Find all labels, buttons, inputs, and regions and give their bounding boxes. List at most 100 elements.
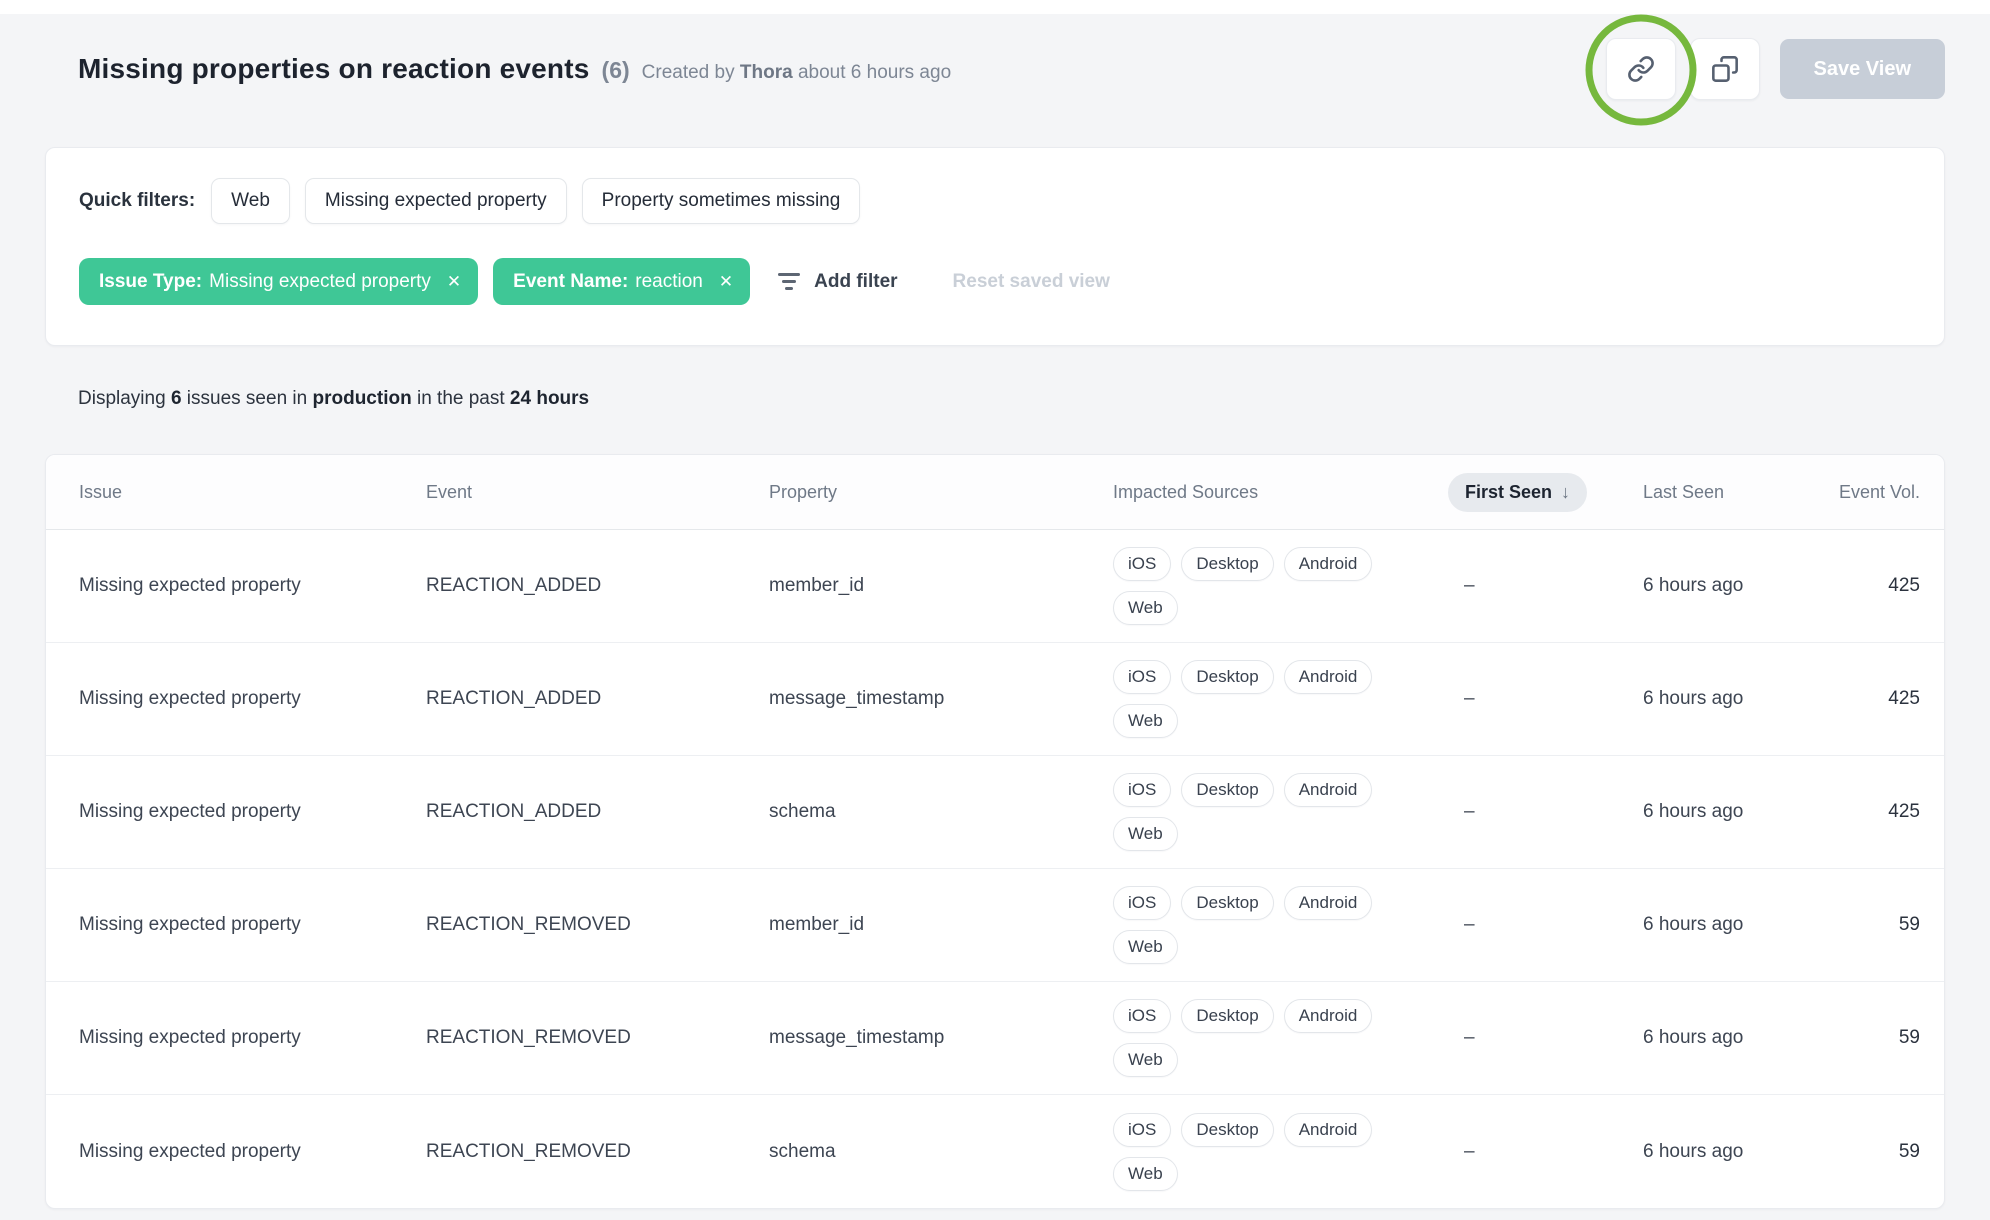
table-body: Missing expected property REACTION_ADDED…: [46, 530, 1944, 1208]
summary-mid2: in the past: [416, 388, 505, 409]
title-group: Missing properties on reaction events (6…: [45, 53, 951, 85]
issues-page: Missing properties on reaction events (6…: [0, 14, 1990, 1209]
source-badge: Android: [1283, 660, 1373, 694]
reset-saved-view-button[interactable]: Reset saved view: [952, 270, 1110, 292]
source-badge: Desktop: [1181, 999, 1274, 1033]
sort-desc-icon: ↓: [1561, 481, 1571, 502]
header-actions: Save View: [1585, 14, 1945, 126]
cell-first-seen: –: [1464, 1027, 1475, 1048]
quick-filters-label: Quick filters:: [79, 190, 196, 211]
source-badge: Web: [1113, 817, 1178, 851]
cell-impacted-sources: iOS Desktop Android Web: [1113, 773, 1398, 851]
close-icon[interactable]: ✕: [446, 272, 462, 291]
add-filter-button[interactable]: Add filter: [777, 270, 898, 293]
cell-property: member_id: [769, 914, 865, 935]
table-row[interactable]: Missing expected property REACTION_ADDED…: [46, 756, 1944, 869]
cell-last-seen: 6 hours ago: [1643, 801, 1744, 822]
column-header-last-seen: Last Seen: [1643, 481, 1725, 502]
summary-range: 24 hours: [509, 388, 590, 409]
duplicate-view-button[interactable]: [1689, 38, 1760, 100]
issue-count: (6): [601, 57, 630, 83]
cell-event-vol: 59: [1898, 914, 1920, 935]
column-header-first-seen: First Seen ↓: [1448, 472, 1643, 512]
source-badge: iOS: [1113, 999, 1172, 1033]
author-name: Thora: [739, 62, 793, 83]
source-badge: Desktop: [1181, 547, 1274, 581]
cell-property: schema: [769, 1140, 836, 1162]
active-filters-row: Issue Type: Missing expected property ✕ …: [79, 258, 1911, 305]
created-ago: about 6 hours ago: [797, 62, 952, 83]
table-row[interactable]: Missing expected property REACTION_ADDED…: [46, 530, 1944, 643]
created-by-meta: Created by Thora about 6 hours ago: [642, 62, 951, 84]
cell-event: REACTION_ADDED: [426, 688, 602, 709]
summary-mid1: issues seen in: [186, 388, 308, 409]
source-badge: Web: [1113, 704, 1178, 738]
active-filter-pill[interactable]: Issue Type: Missing expected property ✕: [79, 258, 479, 305]
link-icon: [1627, 56, 1654, 82]
cell-last-seen: 6 hours ago: [1643, 1027, 1744, 1048]
filter-pill-label: Event Name:: [513, 270, 629, 292]
cell-event-vol: 425: [1888, 688, 1920, 709]
source-badge: iOS: [1113, 1112, 1172, 1147]
created-by-prefix: Created by: [641, 62, 735, 83]
filter-pill-value: Missing expected property: [209, 270, 431, 292]
cell-issue: Missing expected property: [79, 575, 301, 596]
cell-event: REACTION_ADDED: [426, 575, 602, 596]
table-row[interactable]: Missing expected property REACTION_REMOV…: [46, 982, 1944, 1095]
table-row[interactable]: Missing expected property REACTION_REMOV…: [46, 1095, 1944, 1208]
add-filter-label: Add filter: [814, 270, 898, 292]
source-badge: Android: [1283, 886, 1373, 920]
cell-impacted-sources: iOS Desktop Android Web: [1113, 660, 1398, 738]
quick-filter-button[interactable]: Missing expected property: [304, 178, 567, 224]
cell-first-seen: –: [1464, 914, 1475, 935]
cell-property: message_timestamp: [769, 688, 945, 709]
cell-property: schema: [769, 801, 836, 822]
page-title: Missing properties on reaction events: [78, 53, 590, 84]
cell-event-vol: 59: [1898, 1027, 1920, 1048]
quick-filter-button[interactable]: Web: [211, 178, 290, 224]
cell-event-vol: 425: [1888, 801, 1920, 822]
source-badge: Android: [1283, 547, 1373, 581]
column-header-property: Property: [769, 481, 838, 502]
copy-link-button[interactable]: [1605, 38, 1676, 100]
quick-filter-button[interactable]: Property sometimes missing: [581, 178, 861, 224]
source-badge: Desktop: [1181, 660, 1274, 694]
summary-count: 6: [170, 388, 182, 409]
results-summary: Displaying 6 issues seen in production i…: [78, 388, 1945, 410]
cell-last-seen: 6 hours ago: [1643, 575, 1744, 596]
filter-pill-value: reaction: [635, 270, 703, 292]
cell-last-seen: 6 hours ago: [1643, 914, 1744, 935]
source-badge: iOS: [1113, 660, 1172, 694]
cell-issue: Missing expected property: [79, 1027, 301, 1048]
cell-property: member_id: [769, 575, 865, 596]
cell-impacted-sources: iOS Desktop Android Web: [1113, 886, 1398, 964]
source-badge: Web: [1113, 1156, 1178, 1191]
summary-prefix: Displaying: [78, 388, 166, 409]
close-icon[interactable]: ✕: [718, 272, 734, 291]
summary-env: production: [312, 388, 412, 409]
column-header-event-vol: Event Vol.: [1838, 481, 1920, 502]
cell-property: message_timestamp: [769, 1027, 945, 1048]
save-view-button[interactable]: Save View: [1779, 39, 1945, 99]
quick-filter-buttons: Web Missing expected property Property s…: [211, 178, 861, 224]
table-row[interactable]: Missing expected property REACTION_REMOV…: [46, 869, 1944, 982]
cell-event-vol: 425: [1888, 575, 1920, 596]
filters-card: Quick filters: Web Missing expected prop…: [45, 147, 1945, 346]
cell-impacted-sources: iOS Desktop Android Web: [1113, 547, 1398, 625]
cell-first-seen: –: [1464, 575, 1475, 596]
source-badge: Android: [1283, 1112, 1373, 1147]
page-header: Missing properties on reaction events (6…: [45, 14, 1945, 126]
table-row[interactable]: Missing expected property REACTION_ADDED…: [46, 643, 1944, 756]
source-badge: iOS: [1113, 886, 1172, 920]
source-badge: iOS: [1113, 547, 1172, 581]
cell-first-seen: –: [1464, 801, 1475, 822]
active-filter-pill[interactable]: Event Name: reaction ✕: [493, 258, 751, 305]
cell-issue: Missing expected property: [79, 1140, 301, 1162]
cell-issue: Missing expected property: [79, 688, 301, 709]
table-header-row: Issue Event Property Impacted Sources Fi…: [46, 455, 1944, 530]
sort-first-seen-button[interactable]: First Seen ↓: [1448, 472, 1588, 512]
cell-impacted-sources: iOS Desktop Android Web: [1113, 1112, 1398, 1191]
cell-last-seen: 6 hours ago: [1643, 1140, 1744, 1162]
column-header-event: Event: [426, 481, 473, 502]
cell-event: REACTION_REMOVED: [426, 1027, 631, 1048]
